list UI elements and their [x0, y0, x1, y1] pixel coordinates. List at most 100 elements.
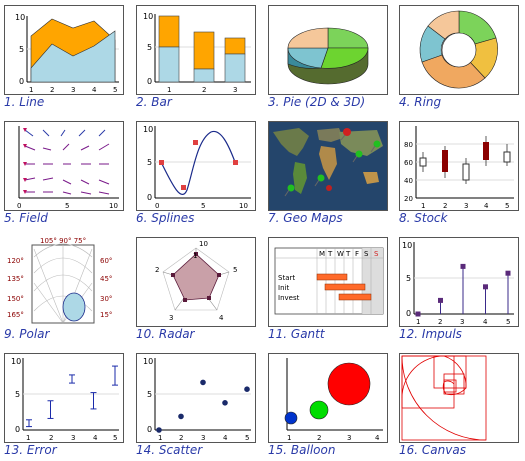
- scatter-point: [244, 386, 250, 392]
- y-tick: 0: [147, 77, 152, 86]
- y-tick: 5: [15, 390, 20, 399]
- x-tick: 10: [109, 202, 118, 210]
- caption-gantt[interactable]: 11. Gantt: [268, 327, 325, 341]
- x-tick: 2: [317, 434, 321, 442]
- x-tick: 2: [50, 86, 54, 94]
- y-tick: 5: [19, 45, 24, 54]
- x-tick: 4: [93, 434, 98, 442]
- gantt-day: T: [345, 250, 351, 258]
- impuls-chart-svg: 10 5 0 1 2 3 4 5: [402, 241, 514, 326]
- caption-splines[interactable]: 6. Splines: [136, 211, 195, 225]
- pie-chart-preview: [268, 5, 388, 95]
- scatter-chart-preview: 10 5 0 1 2 3 4 5: [136, 353, 256, 443]
- x-tick: 2: [179, 434, 183, 442]
- impuls-point: [505, 270, 511, 276]
- gantt-day: T: [327, 250, 333, 258]
- polar-tick: 60°: [100, 257, 112, 265]
- x-tick: 5: [505, 202, 509, 210]
- impuls-chart-preview: 10 5 0 1 2 3 4 5: [399, 237, 519, 327]
- x-tick: 5: [506, 318, 510, 326]
- caption-field[interactable]: 5. Field: [4, 211, 48, 225]
- x-tick: 4: [484, 202, 489, 210]
- x-tick: 1: [287, 434, 291, 442]
- caption-geo[interactable]: 7. Geo Maps: [268, 211, 343, 225]
- field-chart-preview: 0 5 10: [4, 121, 124, 211]
- golden-spiral-svg: [401, 355, 487, 441]
- x-tick: 3: [71, 86, 75, 94]
- x-tick: 3: [347, 434, 351, 442]
- x-tick: 10: [239, 202, 248, 210]
- caption-line[interactable]: 1. Line: [4, 95, 45, 109]
- caption-polar[interactable]: 9. Polar: [4, 327, 50, 341]
- y-tick: 0: [19, 77, 24, 86]
- y-tick: 40: [404, 177, 413, 185]
- x-tick: 2: [438, 318, 442, 326]
- line-chart-svg: 10 5 0 1 2 3 4 5: [15, 13, 119, 94]
- x-tick: 1: [416, 318, 420, 326]
- x-tick: 3: [201, 434, 205, 442]
- bar-chart-preview: 10 5 0 1 2 3: [136, 5, 256, 95]
- y-tick: 10: [143, 357, 153, 366]
- y-tick: 10: [11, 357, 21, 366]
- caption-error[interactable]: 13. Error: [4, 443, 57, 457]
- x-tick: 5: [245, 434, 249, 442]
- balloon-chart-preview: 1 2 3 4: [268, 353, 388, 443]
- impuls-point: [483, 284, 488, 290]
- y-tick: 5: [147, 390, 152, 399]
- geo-map-preview: [268, 121, 388, 211]
- polar-tick: 15°: [100, 311, 112, 319]
- x-tick: 3: [233, 86, 237, 94]
- y-tick: 10: [15, 13, 25, 22]
- caption-stock[interactable]: 8. Stock: [399, 211, 448, 225]
- x-tick: 2: [202, 86, 206, 94]
- y-tick: 0: [147, 193, 152, 202]
- stock-chart-preview: 80 60 40 20 1 2 3 4 5: [399, 121, 519, 211]
- scatter-point: [156, 427, 162, 433]
- caption-balloon[interactable]: 15. Balloon: [268, 443, 336, 457]
- scatter-chart-svg: 10 5 0 1 2 3 4 5: [143, 357, 251, 442]
- radar-axis-label: 2: [155, 266, 159, 274]
- y-tick: 10: [143, 12, 153, 21]
- gantt-day: S: [374, 250, 379, 258]
- polar-tick: 30°: [100, 295, 112, 303]
- error-series: [26, 365, 118, 428]
- radar-axis-label: 4: [219, 314, 224, 322]
- caption-ring[interactable]: 4. Ring: [399, 95, 442, 109]
- y-tick: 60: [404, 159, 413, 167]
- gantt-task: Invest: [278, 294, 300, 302]
- caption-impuls[interactable]: 12. Impuls: [399, 327, 462, 341]
- caption-radar[interactable]: 10. Radar: [136, 327, 195, 341]
- y-tick: 5: [406, 274, 411, 283]
- polar-chart-preview: 105° 90° 75° 120° 135° 150° 165° 60° 45°…: [4, 237, 122, 325]
- impuls-point: [415, 311, 421, 317]
- scatter-series: [156, 379, 250, 433]
- gantt-chart-svg: M T W T F S S Start Init Invest: [274, 247, 384, 315]
- x-tick: 5: [113, 86, 117, 94]
- canvas-preview: [399, 353, 519, 443]
- caption-scatter[interactable]: 14. Scatter: [136, 443, 203, 457]
- radar-axis-label: 1: [193, 252, 197, 260]
- field-chart-svg: 0 5 10: [17, 126, 119, 210]
- x-tick: 0: [17, 202, 21, 210]
- x-tick: 1: [29, 86, 33, 94]
- x-tick: 5: [65, 202, 69, 210]
- world-map-svg: [269, 122, 387, 210]
- radar-axis-label: 3: [169, 314, 173, 322]
- y-tick: 5: [147, 158, 152, 167]
- gantt-day: S: [364, 250, 369, 258]
- caption-bar[interactable]: 2. Bar: [136, 95, 172, 109]
- impuls-series: [415, 263, 511, 317]
- gantt-task: Init: [278, 284, 289, 292]
- caption-canvas[interactable]: 16. Canvas: [399, 443, 466, 457]
- pie-chart-svg: [287, 27, 369, 85]
- scatter-point: [222, 400, 228, 406]
- caption-pie[interactable]: 3. Pie (2D & 3D): [268, 95, 366, 109]
- x-tick: 0: [155, 202, 159, 210]
- scatter-point: [178, 413, 184, 420]
- polar-tick: 135°: [7, 275, 24, 283]
- x-tick: 1: [167, 86, 171, 94]
- x-tick: 1: [26, 434, 30, 442]
- impuls-point: [438, 297, 443, 303]
- polar-tick: 45°: [100, 275, 112, 283]
- scatter-point: [200, 379, 206, 386]
